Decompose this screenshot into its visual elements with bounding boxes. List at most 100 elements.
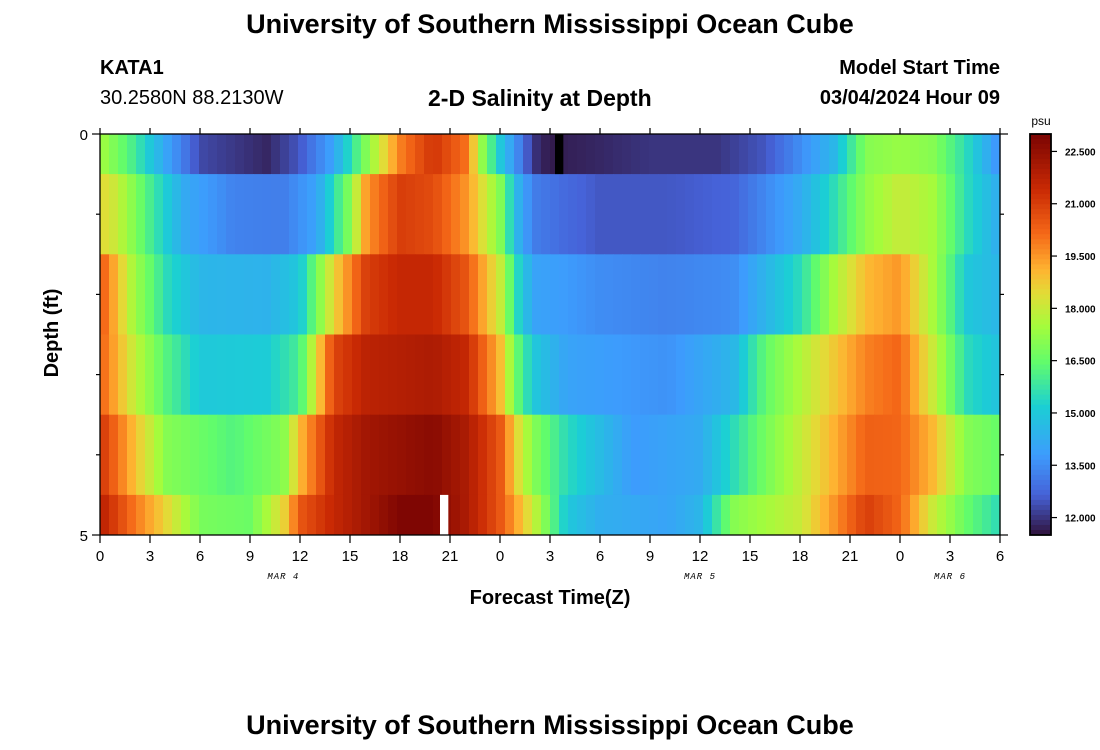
heatmap-cell — [712, 494, 722, 536]
heatmap-cell — [991, 334, 1001, 416]
heatmap-cell — [523, 134, 533, 175]
colorbar-swatch — [1030, 169, 1051, 175]
heatmap-cell — [532, 174, 542, 255]
heatmap-cell — [757, 414, 767, 496]
heatmap-cell — [820, 334, 830, 416]
heatmap-cell — [370, 174, 380, 255]
heatmap-cell — [766, 414, 776, 496]
heatmap-cell — [262, 174, 272, 255]
heatmap-cell — [199, 254, 209, 335]
heatmap-cell — [775, 174, 785, 255]
heatmap-cell — [982, 174, 992, 255]
heatmap-cell — [928, 254, 938, 335]
station-coords: 30.2580N 88.2130W — [100, 87, 284, 109]
colorbar-swatch — [1030, 384, 1051, 391]
heatmap-cell — [910, 134, 920, 175]
heatmap-flag-cell — [555, 134, 564, 175]
heatmap-cell — [226, 174, 236, 255]
heatmap-cell — [100, 494, 110, 536]
heatmap-cell — [640, 134, 650, 175]
x-tick-label: 9 — [646, 548, 654, 565]
heatmap-cell — [721, 494, 731, 536]
heatmap-cell — [757, 254, 767, 335]
heatmap-cell — [190, 174, 200, 255]
heatmap-cell — [388, 254, 398, 335]
heatmap-cell — [424, 254, 434, 335]
colorbar-swatch — [1030, 249, 1051, 255]
heatmap-cell — [829, 254, 839, 335]
date-label: MAR 4 — [267, 572, 299, 582]
heatmap-cell — [505, 334, 515, 416]
x-tick-label: 15 — [342, 548, 359, 565]
heatmap-cell — [883, 334, 893, 416]
heatmap-cell — [577, 494, 587, 536]
heatmap-cell — [802, 254, 812, 335]
heatmap-cell — [577, 174, 587, 255]
heatmap-cells — [100, 134, 1001, 536]
colorbar-frame — [1029, 133, 1052, 536]
heatmap-cell — [163, 334, 173, 416]
heatmap-cell — [874, 334, 884, 416]
heatmap-cell — [928, 494, 938, 536]
heatmap-cell — [352, 254, 362, 335]
heatmap-cell — [676, 494, 686, 536]
heatmap-cell — [847, 414, 857, 496]
heatmap-cell — [334, 174, 344, 255]
x-tick-label: 9 — [246, 548, 254, 565]
heatmap-cell — [280, 174, 290, 255]
colorbar-swatch — [1030, 194, 1051, 200]
colorbar-swatch — [1030, 204, 1051, 210]
x-tick-label: 12 — [692, 548, 709, 565]
heatmap-cell — [901, 174, 911, 255]
heatmap-cell — [955, 334, 965, 416]
heatmap-cell — [865, 254, 875, 335]
heatmap-cell — [496, 254, 506, 335]
heatmap-cell — [946, 494, 956, 536]
heatmap-cell — [604, 134, 614, 175]
heatmap-cell — [154, 254, 164, 335]
heatmap-cell — [631, 174, 641, 255]
heatmap-cell — [919, 254, 929, 335]
heatmap-cell — [262, 134, 272, 175]
heatmap-cell — [118, 494, 128, 536]
heatmap-cell — [379, 334, 389, 416]
heatmap-cell — [793, 134, 803, 175]
heatmap-cell — [901, 254, 911, 335]
heatmap-cell — [478, 254, 488, 335]
heatmap-cell — [235, 174, 245, 255]
heatmap-cell — [757, 134, 767, 175]
heatmap-cell — [847, 334, 857, 416]
heatmap-cell — [262, 414, 272, 496]
heatmap-cell — [397, 414, 407, 496]
colorbar-tick-label: 16.500 — [1065, 357, 1096, 368]
heatmap-cell — [685, 254, 695, 335]
heatmap-cell — [244, 494, 254, 536]
heatmap-cell — [595, 254, 605, 335]
heatmap-cell — [775, 334, 785, 416]
heatmap-cell — [271, 134, 281, 175]
heatmap-cell — [874, 134, 884, 175]
x-tick-label: 21 — [842, 548, 859, 565]
heatmap-cell — [631, 334, 641, 416]
heatmap-cell — [847, 174, 857, 255]
heatmap-cell — [658, 334, 668, 416]
heatmap-cell — [586, 334, 596, 416]
heatmap-cell — [334, 414, 344, 496]
heatmap-cell — [343, 494, 353, 536]
heatmap-cell — [730, 174, 740, 255]
heatmap-cell — [478, 494, 488, 536]
colorbar-tick-label: 12.000 — [1065, 514, 1096, 525]
colorbar-swatch — [1030, 144, 1051, 150]
colorbar-swatch — [1030, 429, 1051, 436]
heatmap-cell — [343, 334, 353, 416]
heatmap-cell — [244, 134, 254, 175]
heatmap-cell — [694, 254, 704, 335]
y-axis: 05 — [80, 127, 1008, 545]
heatmap-cell — [172, 134, 182, 175]
heatmap-cell — [973, 334, 983, 416]
heatmap-cell — [982, 134, 992, 175]
heatmap-cell — [460, 254, 470, 335]
heatmap-cell — [937, 254, 947, 335]
heatmap-cell — [298, 254, 308, 335]
heatmap-cell — [451, 494, 461, 536]
